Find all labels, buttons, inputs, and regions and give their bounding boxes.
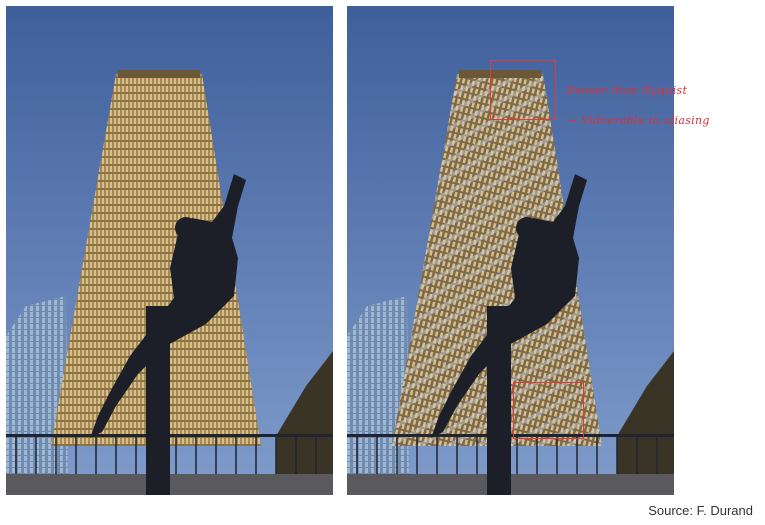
aliased-photo (347, 6, 674, 495)
original-photo-scene (6, 6, 333, 495)
original-photo (6, 6, 333, 495)
annotation-line-2: → Vulnerable to aliasing (568, 114, 710, 127)
source-caption: Source: F. Durand (648, 503, 753, 518)
annotation-box-bottom (513, 382, 584, 439)
annotation-line-1: Denser than Nyquist (566, 84, 688, 97)
annotation-box-top (490, 60, 556, 120)
aliased-photo-scene (347, 6, 674, 495)
